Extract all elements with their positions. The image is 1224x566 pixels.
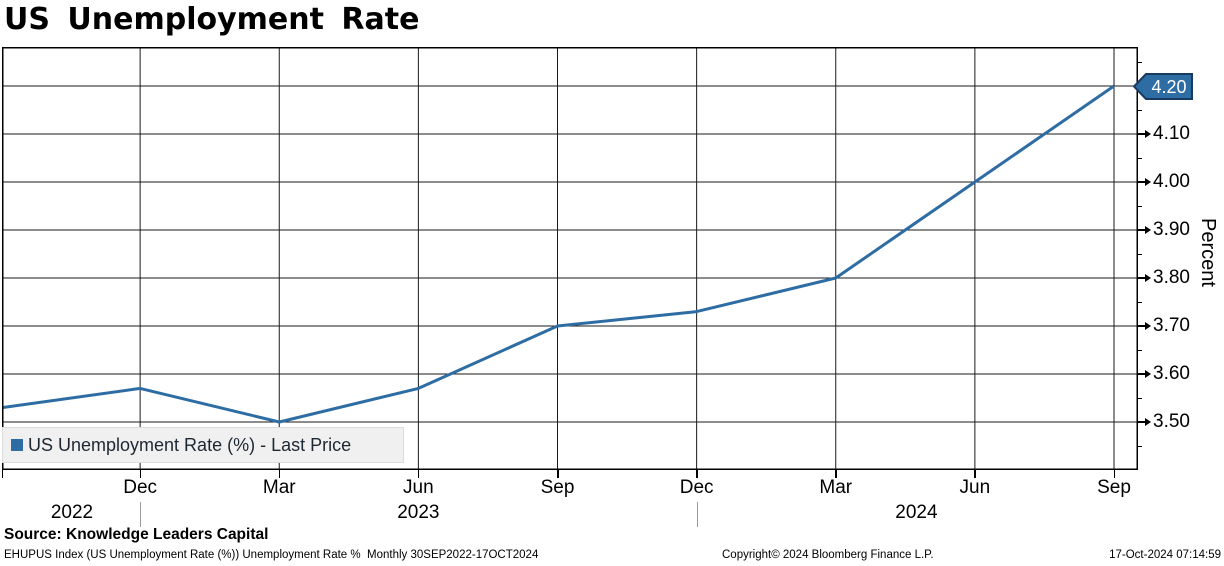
x-year-label: 2024 xyxy=(895,502,938,523)
y-tick-arrow-icon xyxy=(1145,370,1151,378)
x-major-tick xyxy=(1113,470,1115,478)
x-major-tick xyxy=(417,470,420,478)
y-minor-tick xyxy=(1138,301,1142,303)
y-tick-label: 4.10 xyxy=(1153,123,1190,144)
legend-label: US Unemployment Rate (%) - Last Price xyxy=(28,434,352,455)
y-minor-tick xyxy=(1138,157,1142,159)
x-month-label: Mar xyxy=(819,477,853,498)
x-major-tick xyxy=(835,470,837,478)
x-month-label: Mar xyxy=(262,477,296,498)
x-major-tick xyxy=(1,470,3,478)
y-minor-tick xyxy=(1138,445,1142,447)
y-minor-tick xyxy=(1138,349,1142,351)
x-month-label: Dec xyxy=(123,477,158,498)
legend: US Unemployment Rate (%) - Last Price xyxy=(2,427,404,463)
year-divider-line xyxy=(140,502,142,527)
y-major-tick xyxy=(1138,277,1145,279)
x-month-label: Jun xyxy=(403,477,434,498)
chart-canvas xyxy=(2,47,1138,470)
y-major-tick xyxy=(1138,229,1145,231)
legend-swatch-icon xyxy=(11,439,23,451)
y-major-tick xyxy=(1138,421,1145,423)
x-month-label: Jun xyxy=(959,477,991,498)
ticker-description: EHUPUS Index (US Unemployment Rate (%)) … xyxy=(4,549,539,561)
y-tick-label: 3.70 xyxy=(1153,315,1190,336)
x-month-label: Dec xyxy=(679,477,714,498)
x-major-tick xyxy=(974,470,976,478)
x-major-tick xyxy=(557,470,559,478)
footer-bar: EHUPUS Index (US Unemployment Rate (%)) … xyxy=(0,549,1224,564)
x-month-label: Sep xyxy=(540,477,575,498)
copyright-notice: Copyright© 2024 Bloomberg Finance L.P. xyxy=(722,549,934,561)
y-major-tick xyxy=(1138,181,1145,183)
y-tick-arrow-icon xyxy=(1145,226,1151,234)
y-axis: 3.50 3.60 3.70 3.80 3.90 4.00 4.10 xyxy=(1138,47,1224,470)
y-minor-tick xyxy=(1138,109,1142,111)
y-minor-tick xyxy=(1138,397,1142,399)
x-month-label: Sep xyxy=(1097,477,1131,498)
y-minor-tick xyxy=(1138,253,1142,255)
y-tick-label: 4.00 xyxy=(1153,171,1190,192)
y-minor-tick xyxy=(1138,61,1142,63)
unemployment-rate-line xyxy=(2,84,1115,424)
timestamp: 17-Oct-2024 07:14:59 xyxy=(1109,549,1221,561)
last-price-value: 4.20 xyxy=(1151,77,1186,97)
x-major-tick xyxy=(139,470,142,478)
y-axis-title: Percent xyxy=(1197,218,1219,287)
source-attribution: Source: Knowledge Leaders Capital xyxy=(4,526,269,543)
last-price-badge: 4.20 xyxy=(1133,73,1193,100)
y-tick-label: 3.90 xyxy=(1153,219,1190,240)
x-major-tick xyxy=(696,470,698,478)
plot-area xyxy=(2,47,1138,470)
y-major-tick xyxy=(1138,325,1145,327)
y-minor-tick xyxy=(1138,205,1142,207)
y-tick-label: 3.50 xyxy=(1153,411,1190,432)
y-tick-arrow-icon xyxy=(1145,322,1151,330)
year-divider-line xyxy=(696,502,698,527)
y-tick-arrow-icon xyxy=(1145,130,1151,138)
x-year-label: 2022 xyxy=(50,502,94,523)
x-major-tick xyxy=(278,470,281,478)
y-tick-label: 3.60 xyxy=(1153,363,1190,384)
y-major-tick xyxy=(1138,133,1145,135)
plot-frame xyxy=(2,47,1138,470)
y-tick-label: 3.80 xyxy=(1153,267,1190,288)
y-tick-arrow-icon xyxy=(1145,178,1151,186)
x-year-label: 2023 xyxy=(397,502,440,523)
x-axis: Dec Mar Jun Sep Dec Mar Jun Sep 2022 2023 2024 xyxy=(0,470,1224,532)
page-title: US Unemployment Rate xyxy=(4,2,420,37)
y-tick-arrow-icon xyxy=(1145,274,1151,282)
y-major-tick xyxy=(1138,373,1145,375)
price-flag-shape xyxy=(1133,73,1193,100)
y-tick-arrow-icon xyxy=(1145,418,1151,426)
